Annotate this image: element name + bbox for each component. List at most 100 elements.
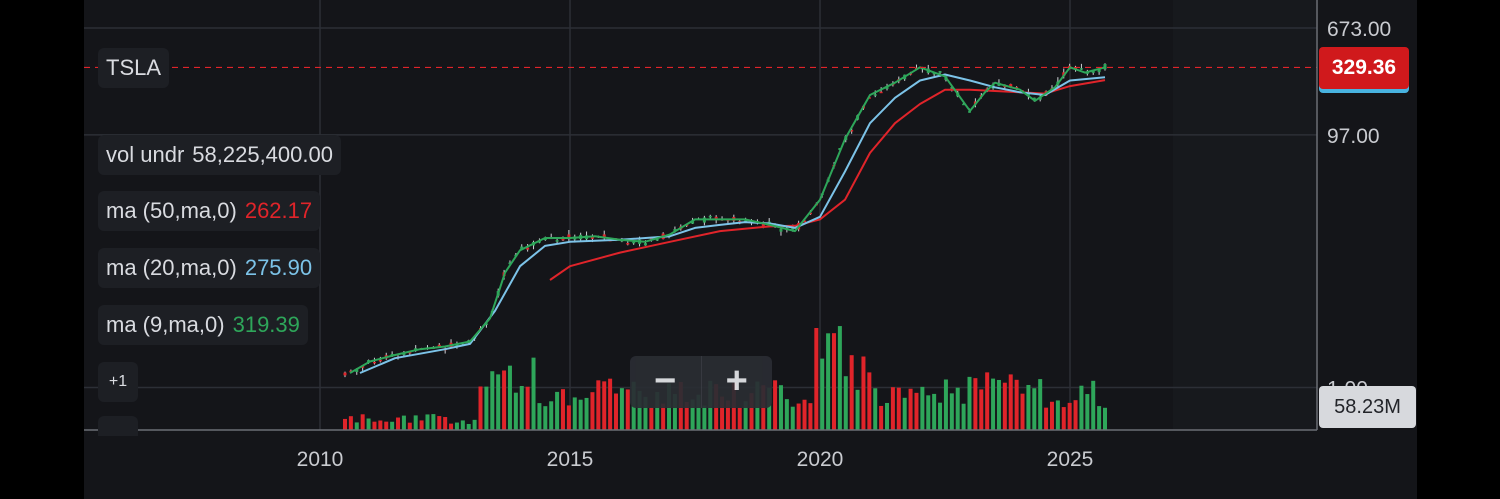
volume-bar — [555, 391, 560, 430]
candle-body — [626, 243, 630, 245]
volume-bar — [454, 422, 459, 430]
volume-bar — [484, 386, 489, 430]
volume-bar — [1079, 385, 1084, 430]
volume-bar — [401, 415, 406, 430]
candle-body — [567, 234, 571, 239]
volume-bar — [831, 333, 836, 430]
volume-bar — [560, 389, 565, 430]
volume-bar — [867, 372, 872, 430]
volume-bar — [908, 388, 913, 430]
volume-bar — [643, 396, 648, 430]
volume-bar — [1038, 379, 1043, 430]
volume-bar — [625, 389, 630, 430]
zoom-in-button[interactable]: + — [700, 356, 773, 408]
volume-bar — [478, 386, 483, 430]
candle-body — [378, 359, 382, 362]
candle-body — [767, 221, 771, 224]
volume-bar — [378, 420, 383, 430]
volume-bar — [902, 397, 907, 430]
legend-ma9[interactable]: ma (9,ma,0) 319.39 — [98, 305, 308, 345]
candle-body — [1103, 63, 1107, 70]
volume-bar — [737, 407, 742, 430]
candle-body — [673, 229, 677, 232]
volume-bar — [507, 365, 512, 430]
candle-body — [967, 111, 971, 113]
volume-bar — [584, 397, 589, 430]
legend-volume-value: 58,225,400.00 — [192, 142, 333, 167]
volume-bar — [366, 418, 371, 430]
volume-bar — [348, 416, 353, 430]
volume-bar — [938, 402, 943, 430]
candle-body — [561, 238, 565, 241]
volume-bar — [578, 399, 583, 430]
volume-bar — [343, 418, 347, 430]
future-shade — [1173, 0, 1317, 430]
volume-bar — [413, 415, 418, 430]
volume-bar — [814, 327, 819, 430]
volume-bar — [619, 388, 624, 430]
volume-bar — [637, 390, 642, 430]
volume-bar — [932, 393, 937, 430]
volume-bar — [967, 376, 972, 430]
volume-bar — [943, 379, 948, 430]
candle-body — [1097, 69, 1101, 73]
ma-line — [359, 73, 1106, 374]
candle-body — [402, 353, 406, 355]
volume-bar — [778, 385, 783, 430]
volume-bar — [1097, 406, 1102, 430]
x-tick-label: 2020 — [797, 448, 844, 471]
volume-bar — [879, 405, 884, 430]
volume-bar — [614, 393, 619, 430]
legend-ma20-label: ma (20,ma,0) — [106, 255, 237, 280]
volume-bar — [1014, 379, 1019, 430]
volume-bar — [466, 423, 471, 430]
volume-bar — [849, 355, 854, 430]
candle-body — [932, 72, 936, 75]
candle-body — [938, 71, 942, 73]
candle-body — [708, 215, 712, 218]
indicator-toggle-button[interactable] — [98, 416, 138, 436]
y-tick-label: 673.00 — [1327, 18, 1391, 41]
candle-body — [879, 91, 883, 94]
volume-bar — [725, 400, 730, 430]
volume-bar — [991, 378, 996, 430]
legend-ma9-label: ma (9,ma,0) — [106, 312, 225, 337]
volume-bar — [502, 370, 507, 430]
candle-body — [372, 361, 376, 364]
legend-volume[interactable]: vol undr 58,225,400.00 — [98, 135, 341, 175]
volume-bar — [354, 422, 359, 430]
volume-bar — [1002, 382, 1007, 430]
more-indicators-button[interactable]: +1 — [98, 362, 138, 402]
legend-ma20[interactable]: ma (20,ma,0) 275.90 — [98, 248, 321, 288]
volume-bar — [743, 401, 748, 430]
legend-ma50[interactable]: ma (50,ma,0) 262.17 — [98, 191, 321, 231]
volume-bar — [384, 421, 389, 430]
volume-bar — [425, 414, 430, 430]
volume-bar — [566, 405, 571, 430]
volume-bar — [396, 417, 401, 430]
candle-body — [873, 94, 877, 96]
candle-body — [508, 262, 512, 265]
candle-body — [779, 229, 783, 232]
candle-body — [808, 212, 812, 215]
zoom-out-button[interactable]: − — [654, 360, 677, 402]
volume-bar — [690, 399, 695, 430]
volume-bar — [808, 403, 813, 430]
zoom-controls: − + — [630, 356, 772, 408]
candle-body — [526, 247, 530, 250]
candle-body — [543, 238, 547, 241]
volume-bar — [1073, 400, 1078, 430]
x-tick-label: 2010 — [297, 448, 344, 471]
candle-body — [950, 87, 954, 89]
last-price-tag: 329.36 — [1319, 47, 1409, 89]
volume-bar — [460, 420, 465, 430]
volume-bar — [1044, 407, 1049, 430]
volume-bar — [890, 387, 895, 430]
volume-bar — [702, 405, 707, 430]
candle-body — [520, 246, 524, 250]
volume-bar — [1061, 407, 1066, 430]
volume-bar — [720, 396, 725, 430]
candle-body — [602, 234, 606, 238]
